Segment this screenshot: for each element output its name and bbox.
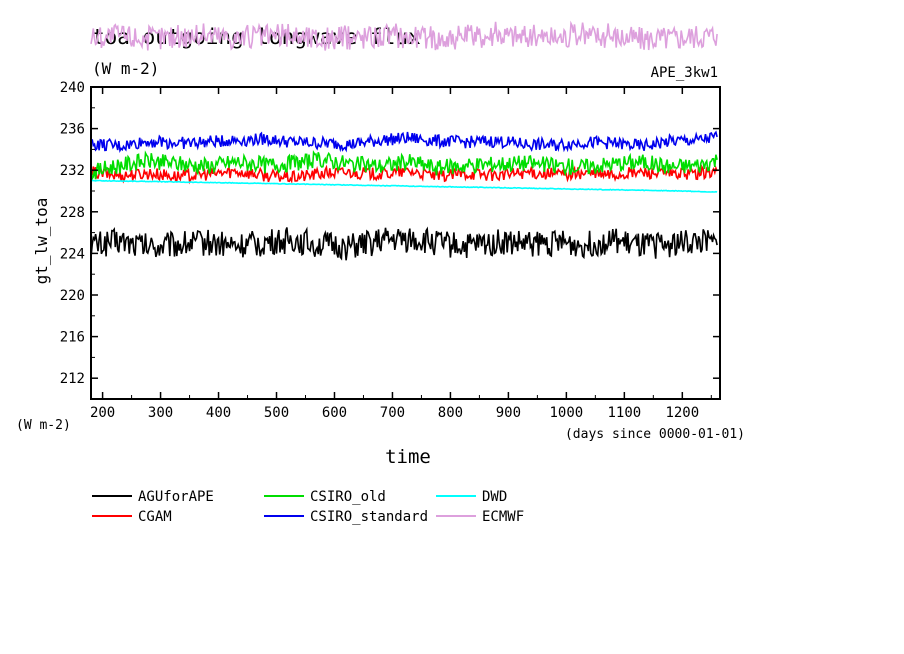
x-tick-label: 900	[496, 405, 521, 421]
y-tick-label: 224	[60, 246, 85, 262]
legend-label-csiro-standard: CSIRO_standard	[310, 509, 428, 525]
x-axis-units: (days since 0000-01-01)	[565, 427, 745, 442]
x-tick-label: 700	[380, 405, 405, 421]
y-axis-units: (W m-2)	[16, 418, 71, 433]
experiment-label: APE_3kw1	[651, 65, 718, 81]
chart-subtitle: (W m-2)	[92, 59, 159, 78]
series-line-cgam	[90, 164, 718, 185]
y-tick-label: 232	[60, 163, 85, 179]
y-tick-label: 212	[60, 371, 85, 387]
y-tick-label: 240	[60, 80, 85, 96]
y-tick-label: 216	[60, 330, 85, 346]
x-axis-label: time	[385, 446, 431, 468]
legend-label-ecmwf: ECMWF	[482, 509, 524, 525]
plot-frame	[90, 86, 721, 400]
legend-label-cgam: CGAM	[138, 509, 172, 525]
y-axis-label: gt_lw_toa	[32, 198, 51, 285]
legend-label-dwd: DWD	[482, 489, 507, 505]
x-tick-label: 600	[322, 405, 347, 421]
x-tick-label: 400	[206, 405, 231, 421]
series-line-ecmwf	[90, 20, 718, 51]
x-tick-label: 1000	[550, 405, 584, 421]
y-tick-label: 236	[60, 122, 85, 138]
x-tick-label: 800	[438, 405, 463, 421]
legend-label-csiro-old: CSIRO_old	[310, 489, 386, 505]
y-tick-label: 228	[60, 205, 85, 221]
series-line-csiro-old	[90, 150, 718, 182]
series-line-dwd	[90, 179, 718, 193]
x-tick-label: 300	[148, 405, 173, 421]
x-tick-label: 1200	[665, 405, 699, 421]
legend-label-aguforape: AGUforAPE	[138, 489, 214, 505]
series-line-aguforape	[90, 226, 718, 261]
x-tick-label: 200	[90, 405, 115, 421]
x-tick-label: 1100	[607, 405, 641, 421]
y-tick-label: 220	[60, 288, 85, 304]
x-tick-label: 500	[264, 405, 289, 421]
series-line-csiro-standard	[90, 130, 718, 154]
